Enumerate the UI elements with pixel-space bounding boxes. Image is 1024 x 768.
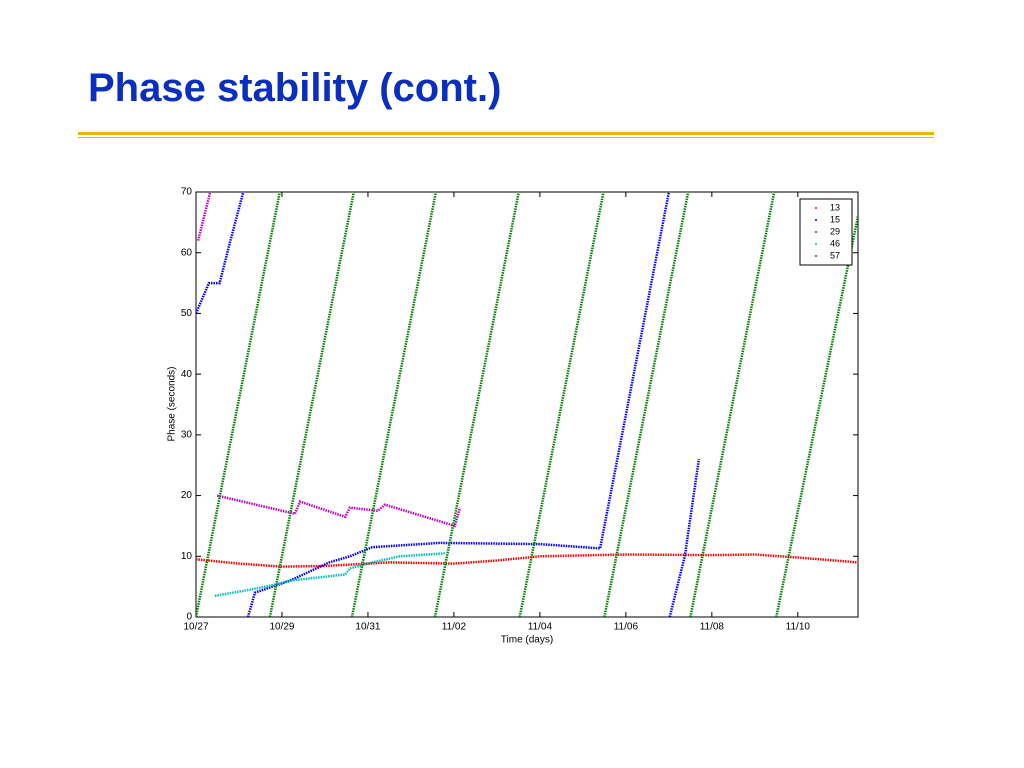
plot-series bbox=[196, 192, 858, 617]
title-rule bbox=[78, 137, 934, 138]
legend-box bbox=[799, 198, 853, 266]
x-tick-label: 11/04 bbox=[528, 622, 553, 633]
x-tick-label: 11/06 bbox=[614, 622, 639, 633]
title-rule bbox=[78, 132, 934, 135]
legend-marker bbox=[815, 207, 817, 209]
x-tick-label: 11/10 bbox=[786, 622, 811, 633]
x-tick-label: 11/02 bbox=[442, 622, 467, 633]
legend-marker bbox=[815, 219, 817, 221]
legend-marker bbox=[815, 231, 817, 233]
x-tick-label: 11/08 bbox=[700, 622, 725, 633]
x-axis-label: Time (days) bbox=[501, 635, 553, 646]
data-series bbox=[196, 192, 462, 528]
y-tick-label: 20 bbox=[181, 490, 193, 501]
y-axis-label: Phase (seconds) bbox=[167, 366, 178, 441]
legend-marker bbox=[815, 255, 817, 257]
legend-label: 15 bbox=[830, 214, 840, 224]
legend-label: 57 bbox=[830, 250, 840, 260]
x-tick-label: 10/27 bbox=[183, 622, 208, 633]
data-series bbox=[214, 552, 445, 598]
data-series bbox=[196, 192, 701, 617]
y-tick-label: 10 bbox=[181, 551, 193, 562]
y-tick-label: 0 bbox=[186, 612, 192, 623]
x-tick-label: 10/29 bbox=[269, 622, 294, 633]
slide-title: Phase stability (cont.) bbox=[88, 66, 502, 110]
legend-label: 13 bbox=[830, 202, 840, 212]
legend-label: 29 bbox=[830, 226, 840, 236]
x-tick-label: 10/31 bbox=[355, 622, 380, 633]
y-tick-label: 40 bbox=[181, 369, 193, 380]
plot-area bbox=[195, 191, 859, 618]
y-tick-label: 70 bbox=[181, 187, 193, 198]
legend-marker bbox=[815, 243, 817, 245]
y-tick-label: 30 bbox=[181, 429, 193, 440]
y-tick-label: 50 bbox=[181, 308, 193, 319]
data-series bbox=[196, 553, 858, 568]
y-tick-label: 60 bbox=[181, 247, 193, 258]
legend-label: 46 bbox=[830, 238, 840, 248]
